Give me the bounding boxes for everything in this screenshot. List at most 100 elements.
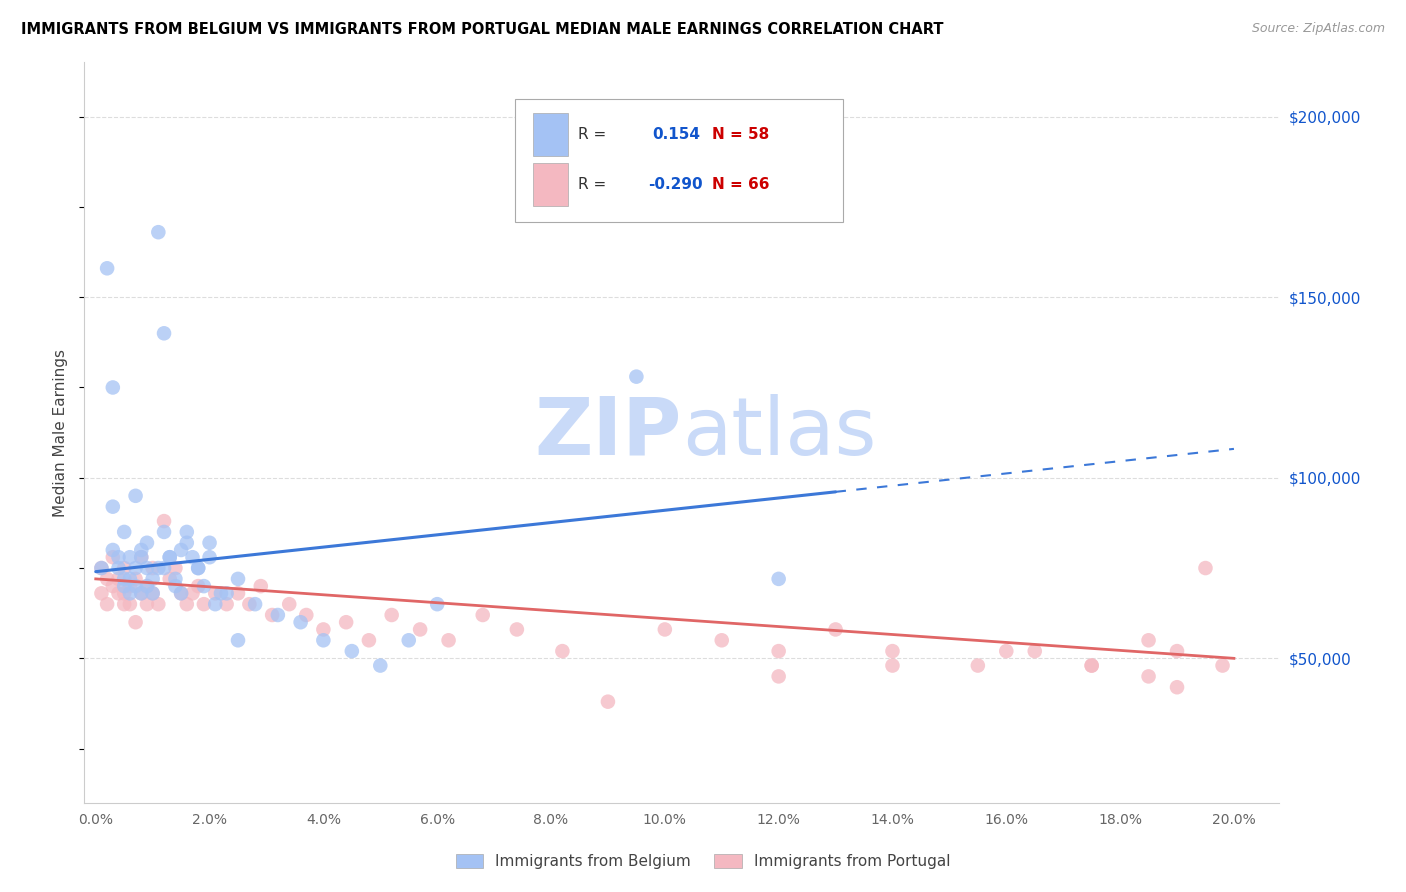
Point <box>654 623 676 637</box>
Point <box>170 586 193 600</box>
Point <box>1166 644 1188 658</box>
Point <box>215 597 238 611</box>
Point <box>1166 680 1188 694</box>
FancyBboxPatch shape <box>533 112 568 156</box>
Point <box>142 561 165 575</box>
Point <box>278 597 301 611</box>
Text: N = 66: N = 66 <box>711 178 769 192</box>
Point <box>1137 669 1160 683</box>
Point <box>153 514 176 528</box>
Point <box>112 561 135 575</box>
Point <box>1024 644 1046 658</box>
Point <box>506 623 529 637</box>
Point <box>198 550 221 565</box>
Point <box>148 597 170 611</box>
Point <box>267 607 290 622</box>
FancyBboxPatch shape <box>515 99 844 221</box>
Point <box>107 586 129 600</box>
Point <box>204 597 226 611</box>
Point <box>136 597 159 611</box>
Point <box>153 326 176 341</box>
Point <box>136 561 159 575</box>
Point <box>148 561 170 575</box>
Point <box>768 572 790 586</box>
Point <box>90 586 112 600</box>
Point <box>204 586 226 600</box>
Point <box>262 607 284 622</box>
Point <box>193 579 215 593</box>
Point <box>176 535 198 549</box>
Point <box>768 669 790 683</box>
Point <box>710 633 733 648</box>
Point <box>381 607 404 622</box>
Text: R =: R = <box>578 178 612 192</box>
Point <box>90 561 112 575</box>
Point <box>426 597 449 611</box>
Point <box>101 500 124 514</box>
Point <box>112 579 135 593</box>
Point <box>142 586 165 600</box>
Point <box>159 550 181 565</box>
Point <box>596 695 619 709</box>
Point <box>312 623 335 637</box>
Point <box>226 633 249 648</box>
Text: IMMIGRANTS FROM BELGIUM VS IMMIGRANTS FROM PORTUGAL MEDIAN MALE EARNINGS CORRELA: IMMIGRANTS FROM BELGIUM VS IMMIGRANTS FR… <box>21 22 943 37</box>
Point <box>1080 658 1102 673</box>
Point <box>153 561 176 575</box>
FancyBboxPatch shape <box>533 163 568 206</box>
Point <box>238 597 260 611</box>
Text: -0.290: -0.290 <box>648 178 703 192</box>
Point <box>124 561 146 575</box>
Point <box>243 597 266 611</box>
Text: ZIP: ZIP <box>534 393 682 472</box>
Point <box>176 597 198 611</box>
Point <box>181 586 204 600</box>
Point <box>176 524 198 539</box>
Point <box>153 524 176 539</box>
Point <box>187 561 209 575</box>
Point <box>129 550 152 565</box>
Point <box>165 572 187 586</box>
Point <box>112 597 135 611</box>
Point <box>124 579 146 593</box>
Point <box>124 572 146 586</box>
Point <box>226 572 249 586</box>
Point <box>129 550 152 565</box>
Point <box>129 586 152 600</box>
Point <box>471 607 494 622</box>
Point <box>101 579 124 593</box>
Point <box>107 561 129 575</box>
Point <box>136 535 159 549</box>
Point <box>96 597 118 611</box>
Text: R =: R = <box>578 127 612 142</box>
Point <box>824 623 846 637</box>
Point <box>312 633 335 648</box>
Point <box>124 615 146 630</box>
Point <box>129 543 152 558</box>
Point <box>882 658 904 673</box>
Point <box>357 633 380 648</box>
Point <box>882 644 904 658</box>
Point <box>295 607 318 622</box>
Point <box>409 623 432 637</box>
Point <box>118 550 141 565</box>
Point <box>966 658 988 673</box>
Point <box>290 615 312 630</box>
Point <box>118 572 141 586</box>
Text: 0.154: 0.154 <box>652 127 700 142</box>
Point <box>96 261 118 276</box>
Point <box>112 524 135 539</box>
Point <box>118 586 141 600</box>
Legend: Immigrants from Belgium, Immigrants from Portugal: Immigrants from Belgium, Immigrants from… <box>450 848 956 875</box>
Point <box>335 615 357 630</box>
Point <box>398 633 420 648</box>
Point <box>129 586 152 600</box>
Point <box>148 225 170 239</box>
Text: N = 58: N = 58 <box>711 127 769 142</box>
Point <box>118 579 141 593</box>
Point <box>136 579 159 593</box>
Point <box>551 644 574 658</box>
Text: Source: ZipAtlas.com: Source: ZipAtlas.com <box>1251 22 1385 36</box>
Point <box>368 658 391 673</box>
Point <box>142 586 165 600</box>
